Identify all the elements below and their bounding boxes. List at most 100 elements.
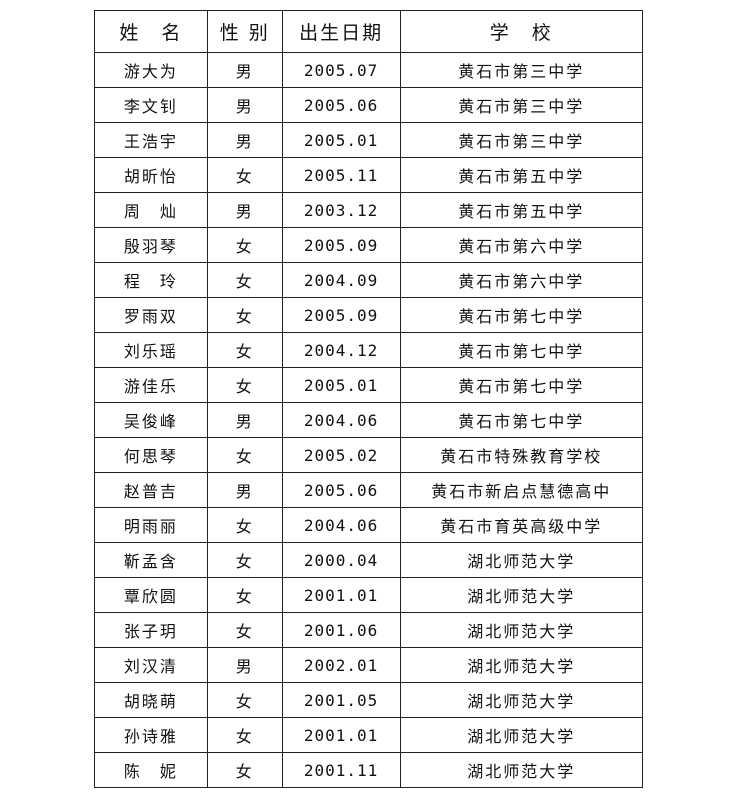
school-cell: 湖北师范大学 <box>399 542 644 578</box>
school-cell: 湖北师范大学 <box>399 682 644 718</box>
name-cell: 孙诗雅 <box>94 717 208 753</box>
school-cell: 黄石市第七中学 <box>399 402 644 438</box>
school-cell: 黄石市新启点慧德高中 <box>399 472 644 508</box>
birthdate-cell: 2001.11 <box>281 752 401 788</box>
gender-cell: 女 <box>206 717 283 753</box>
gender-cell: 女 <box>206 507 283 543</box>
gender-cell: 女 <box>206 227 283 263</box>
name-cell: 靳孟含 <box>94 542 208 578</box>
birthdate-cell: 2005.06 <box>281 472 401 508</box>
name-cell: 王浩宇 <box>94 122 208 158</box>
table-row: 游佳乐女 2005.01 黄石市第七中学 <box>94 367 644 403</box>
birthdate-cell: 2005.01 <box>281 122 401 158</box>
name-cell: 游大为 <box>94 52 208 88</box>
gender-cell: 女 <box>206 157 283 193</box>
gender-cell: 女 <box>206 437 283 473</box>
gender-cell: 女 <box>206 297 283 333</box>
gender-cell: 男 <box>206 87 283 123</box>
header-school: 学 校 <box>399 10 644 53</box>
birthdate-cell: 2005.07 <box>281 52 401 88</box>
birthdate-cell: 2002.01 <box>281 647 401 683</box>
name-cell: 胡昕怡 <box>94 157 208 193</box>
birthdate-cell: 2001.01 <box>281 717 401 753</box>
birthdate-cell: 2001.01 <box>281 577 401 613</box>
gender-cell: 男 <box>206 52 283 88</box>
school-cell: 黄石市特殊教育学校 <box>399 437 644 473</box>
table-row: 刘汉清男 2002.01 湖北师范大学 <box>94 647 644 683</box>
gender-cell: 女 <box>206 542 283 578</box>
table-row: 王浩宇男 2005.01 黄石市第三中学 <box>94 122 644 158</box>
table-row: 何思琴女 2005.02 黄石市特殊教育学校 <box>94 437 644 473</box>
birthdate-cell: 2003.12 <box>281 192 401 228</box>
table-row: 周 灿男 2003.12 黄石市第五中学 <box>94 192 644 228</box>
header-birthdate: 出生日期 <box>281 10 401 53</box>
birthdate-cell: 2005.01 <box>281 367 401 403</box>
school-cell: 黄石市第七中学 <box>399 367 644 403</box>
table-row: 陈 妮女 2001.11 湖北师范大学 <box>94 752 644 788</box>
name-cell: 罗雨双 <box>94 297 208 333</box>
gender-cell: 女 <box>206 262 283 298</box>
table-row: 殷羽琴女 2005.09 黄石市第六中学 <box>94 227 644 263</box>
birthdate-cell: 2004.06 <box>281 402 401 438</box>
table-row: 程 玲女 2004.09 黄石市第六中学 <box>94 262 644 298</box>
school-cell: 黄石市第五中学 <box>399 157 644 193</box>
gender-cell: 女 <box>206 367 283 403</box>
header-name: 姓 名 <box>94 10 208 53</box>
gender-cell: 女 <box>206 577 283 613</box>
birthdate-cell: 2005.11 <box>281 157 401 193</box>
table-row: 李文钊男 2005.06 黄石市第三中学 <box>94 87 644 123</box>
birthdate-cell: 2005.02 <box>281 437 401 473</box>
gender-cell: 男 <box>206 122 283 158</box>
table-row: 胡晓萌女 2001.05 湖北师范大学 <box>94 682 644 718</box>
table-row: 靳孟含女 2000.04 湖北师范大学 <box>94 542 644 578</box>
table-row: 孙诗雅女 2001.01 湖北师范大学 <box>94 717 644 753</box>
school-cell: 黄石市第七中学 <box>399 332 644 368</box>
school-cell: 黄石市第三中学 <box>399 52 644 88</box>
header-row: 姓 名 性 别 出生日期 学 校 <box>94 10 644 53</box>
name-cell: 刘乐瑶 <box>94 332 208 368</box>
gender-cell: 女 <box>206 612 283 648</box>
gender-cell: 女 <box>206 752 283 788</box>
header-gender: 性 别 <box>206 10 283 53</box>
gender-cell: 男 <box>206 472 283 508</box>
birthdate-cell: 2001.05 <box>281 682 401 718</box>
school-cell: 黄石市第六中学 <box>399 262 644 298</box>
name-cell: 殷羽琴 <box>94 227 208 263</box>
table-row: 明雨丽女 2004.06 黄石市育英高级中学 <box>94 507 644 543</box>
school-cell: 黄石市第六中学 <box>399 227 644 263</box>
gender-cell: 男 <box>206 647 283 683</box>
table-row: 吴俊峰男 2004.06 黄石市第七中学 <box>94 402 644 438</box>
birthdate-cell: 2001.06 <box>281 612 401 648</box>
table-row: 张子玥女 2001.06 湖北师范大学 <box>94 612 644 648</box>
birthdate-cell: 2004.06 <box>281 507 401 543</box>
birthdate-cell: 2005.09 <box>281 227 401 263</box>
name-cell: 李文钊 <box>94 87 208 123</box>
table-row: 刘乐瑶女 2004.12 黄石市第七中学 <box>94 332 644 368</box>
birthdate-cell: 2004.12 <box>281 332 401 368</box>
table-row: 游大为男 2005.07 黄石市第三中学 <box>94 52 644 88</box>
gender-cell: 男 <box>206 402 283 438</box>
name-cell: 覃欣圆 <box>94 577 208 613</box>
school-cell: 湖北师范大学 <box>399 752 644 788</box>
table-row: 罗雨双女 2005.09 黄石市第七中学 <box>94 297 644 333</box>
school-cell: 黄石市第三中学 <box>399 87 644 123</box>
table-row: 赵普吉男 2005.06 黄石市新启点慧德高中 <box>94 472 644 508</box>
gender-cell: 男 <box>206 192 283 228</box>
name-cell: 周 灿 <box>94 192 208 228</box>
school-cell: 湖北师范大学 <box>399 612 644 648</box>
school-cell: 黄石市第三中学 <box>399 122 644 158</box>
school-cell: 湖北师范大学 <box>399 717 644 753</box>
school-cell: 黄石市育英高级中学 <box>399 507 644 543</box>
name-cell: 吴俊峰 <box>94 402 208 438</box>
student-table: 姓 名 性 别 出生日期 学 校 游大为男 2005.07 黄石市第三中学 李文钊男 2… <box>94 10 644 788</box>
name-cell: 游佳乐 <box>94 367 208 403</box>
name-cell: 胡晓萌 <box>94 682 208 718</box>
birthdate-cell: 2005.09 <box>281 297 401 333</box>
birthdate-cell: 2005.06 <box>281 87 401 123</box>
table-row: 胡昕怡女 2005.11 黄石市第五中学 <box>94 157 644 193</box>
name-cell: 刘汉清 <box>94 647 208 683</box>
gender-cell: 女 <box>206 682 283 718</box>
birthdate-cell: 2004.09 <box>281 262 401 298</box>
school-cell: 湖北师范大学 <box>399 577 644 613</box>
name-cell: 明雨丽 <box>94 507 208 543</box>
